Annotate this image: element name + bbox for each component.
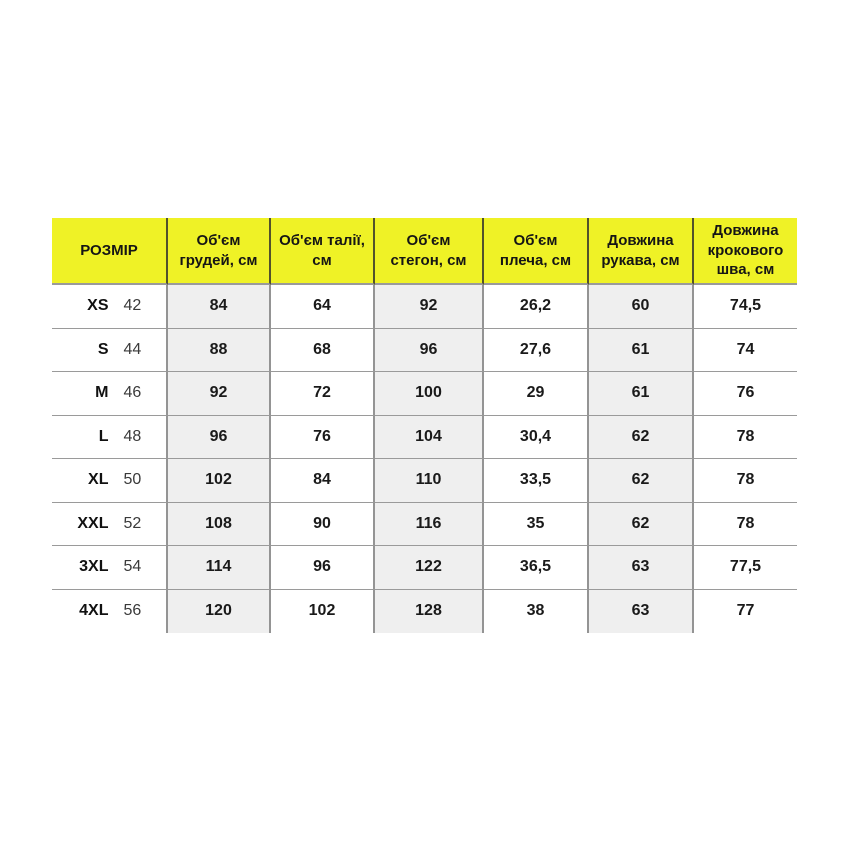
size-number: 52 (123, 514, 142, 532)
cell-inseam: 74,5 (694, 285, 797, 329)
cell-sleeve: 62 (589, 502, 694, 546)
cell-waist: 64 (271, 285, 375, 329)
cell-waist: 84 (271, 459, 375, 503)
cell-waist: 72 (271, 372, 375, 416)
cell-hips: 116 (375, 502, 484, 546)
cell-chest: 96 (168, 415, 271, 459)
size-cell: L 48 (52, 415, 168, 459)
cell-inseam: 76 (694, 372, 797, 416)
cell-waist: 102 (271, 589, 375, 633)
size-label: XXL (77, 514, 109, 532)
cell-inseam: 78 (694, 459, 797, 503)
cell-shoulder: 33,5 (484, 459, 589, 503)
cell-waist: 68 (271, 328, 375, 372)
cell-inseam: 77 (694, 589, 797, 633)
size-label: XS (87, 297, 109, 315)
cell-hips: 92 (375, 285, 484, 329)
cell-inseam: 78 (694, 502, 797, 546)
size-number: 56 (123, 602, 142, 620)
cell-inseam: 77,5 (694, 546, 797, 590)
cell-sleeve: 63 (589, 589, 694, 633)
size-label: 4XL (79, 602, 109, 620)
size-cell: S 44 (52, 328, 168, 372)
cell-shoulder: 35 (484, 502, 589, 546)
cell-waist: 76 (271, 415, 375, 459)
cell-chest: 102 (168, 459, 271, 503)
size-number: 42 (123, 297, 142, 315)
cell-hips: 110 (375, 459, 484, 503)
size-label: M (95, 384, 109, 402)
size-cell: M 46 (52, 372, 168, 416)
cell-waist: 90 (271, 502, 375, 546)
cell-shoulder: 30,4 (484, 415, 589, 459)
size-number: 46 (123, 384, 142, 402)
cell-chest: 114 (168, 546, 271, 590)
header-sleeve: Довжина рукава, см (589, 218, 694, 285)
size-cell: XL 50 (52, 459, 168, 503)
cell-inseam: 74 (694, 328, 797, 372)
cell-sleeve: 62 (589, 415, 694, 459)
size-cell: XS 42 (52, 285, 168, 329)
cell-sleeve: 62 (589, 459, 694, 503)
size-number: 54 (123, 558, 142, 576)
cell-sleeve: 60 (589, 285, 694, 329)
size-label: XL (88, 471, 109, 489)
cell-shoulder: 36,5 (484, 546, 589, 590)
header-size: РОЗМІР (52, 218, 168, 285)
size-label: S (97, 340, 109, 358)
cell-inseam: 78 (694, 415, 797, 459)
cell-sleeve: 61 (589, 372, 694, 416)
size-label: 3XL (79, 558, 109, 576)
size-chart-table: РОЗМІР Об'єм грудей, см Об'єм талії, см … (52, 218, 797, 633)
cell-shoulder: 29 (484, 372, 589, 416)
cell-chest: 84 (168, 285, 271, 329)
header-shoulder: Об'єм плеча, см (484, 218, 589, 285)
cell-chest: 92 (168, 372, 271, 416)
header-hips: Об'єм стегон, см (375, 218, 484, 285)
header-chest: Об'єм грудей, см (168, 218, 271, 285)
cell-chest: 88 (168, 328, 271, 372)
size-cell: XXL 52 (52, 502, 168, 546)
cell-shoulder: 38 (484, 589, 589, 633)
cell-sleeve: 61 (589, 328, 694, 372)
cell-waist: 96 (271, 546, 375, 590)
size-number: 44 (123, 340, 142, 358)
size-label: L (98, 427, 109, 445)
size-cell: 4XL 56 (52, 589, 168, 633)
cell-hips: 122 (375, 546, 484, 590)
cell-chest: 120 (168, 589, 271, 633)
size-cell: 3XL 54 (52, 546, 168, 590)
cell-sleeve: 63 (589, 546, 694, 590)
header-inseam: Довжина крокового шва, см (694, 218, 797, 285)
size-number: 48 (123, 427, 142, 445)
cell-shoulder: 27,6 (484, 328, 589, 372)
cell-chest: 108 (168, 502, 271, 546)
cell-hips: 100 (375, 372, 484, 416)
cell-shoulder: 26,2 (484, 285, 589, 329)
size-number: 50 (123, 471, 142, 489)
cell-hips: 128 (375, 589, 484, 633)
cell-hips: 96 (375, 328, 484, 372)
header-waist: Об'єм талії, см (271, 218, 375, 285)
cell-hips: 104 (375, 415, 484, 459)
